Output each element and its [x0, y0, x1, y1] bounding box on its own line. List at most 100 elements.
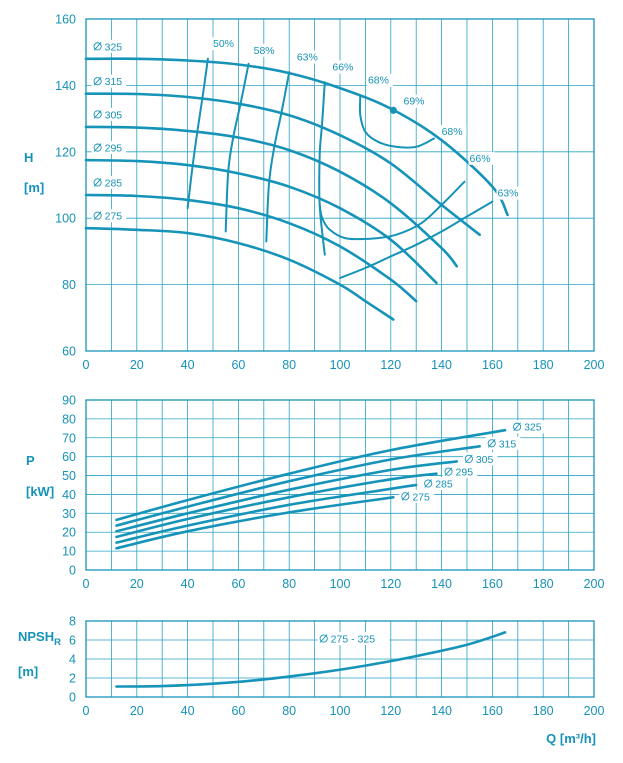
y-tick-label: 90: [62, 394, 76, 408]
series-curve: [84, 125, 459, 268]
series-curve: [84, 226, 395, 321]
diameter-icon: [93, 76, 102, 86]
series-curve: [115, 428, 507, 522]
y-tick-label: 80: [62, 278, 76, 292]
x-tick-label: 0: [83, 704, 90, 718]
y-axis-label-subscript: R: [54, 637, 61, 648]
chart-panel-npsh: 0 20 40 60 80 100 120 140 160 180 200 0 2 4 6 8 NPSHR [m]…: [18, 615, 604, 747]
diameter-icon: [93, 211, 102, 220]
x-tick-label: 120: [380, 358, 401, 372]
series-curve: [115, 496, 395, 550]
diameter-icon: [487, 438, 496, 448]
chart-panel-head: 0 20 40 60 80 100 120 140 160 180 200 60 80 100 120 140…: [24, 13, 604, 373]
curve-label: 305: [476, 454, 494, 466]
curve-label: 285: [435, 479, 453, 491]
curve-label: 295: [105, 143, 123, 155]
efficiency-label: 50%: [213, 38, 234, 50]
efficiency-label-bg: [496, 186, 523, 200]
y-tick-label: 10: [62, 545, 76, 559]
curve-label-bg: [317, 632, 390, 645]
efficiency-label-bg: [295, 50, 322, 64]
efficiency-line: [265, 71, 291, 243]
y-axis-unit: [m]: [18, 664, 38, 679]
efficiency-percent-labels: 50% 58% 63% 66% 68% 69% 68% 66% 63%: [212, 37, 523, 200]
curve-label: 275 - 325: [331, 634, 376, 646]
efficiency-label: 58%: [254, 45, 275, 57]
efficiency-label: 66%: [470, 153, 491, 165]
x-tick-label: 140: [431, 358, 452, 372]
y-tick-label: 0: [69, 691, 76, 705]
curve-label: 315: [105, 76, 123, 88]
y-axis-label: H: [24, 150, 33, 165]
y-tick-label: 30: [62, 507, 76, 521]
y-tick-label: 40: [62, 488, 76, 502]
diameter-icon: [444, 467, 453, 476]
efficiency-label-bg: [366, 73, 393, 87]
best-efficiency-point: [389, 106, 397, 114]
y-tick-label: 6: [69, 634, 76, 648]
x-tick-label: 80: [282, 358, 296, 372]
x-tick-label: 200: [584, 358, 605, 372]
efficiency-label: 63%: [497, 188, 518, 200]
y-tick-label: 8: [69, 615, 76, 629]
diameter-icon: [464, 454, 473, 464]
x-tick-label: 80: [282, 577, 296, 591]
x-tick-label: 20: [130, 704, 144, 718]
y-tick-label: 140: [55, 79, 76, 93]
x-tick-label: 20: [130, 577, 144, 591]
x-tick-label: 80: [282, 704, 296, 718]
series-curves: [84, 57, 509, 321]
x-tick-label: 200: [584, 577, 605, 591]
series-curves: [115, 631, 507, 688]
y-axis-label: P: [26, 453, 35, 468]
x-tick-label: 40: [181, 577, 195, 591]
chart-panel-power: 0 20 40 60 80 100 120 140 160 180 200 0 10 20 30 40 50 60…: [26, 394, 604, 592]
series-curves: [115, 428, 507, 550]
x-tick-label: 20: [130, 358, 144, 372]
efficiency-label-bg: [212, 37, 238, 51]
x-tick-label: 100: [330, 577, 351, 591]
series-curve: [115, 631, 507, 688]
efficiency-label: 68%: [368, 75, 389, 87]
diameter-icon: [93, 143, 102, 152]
x-tick-label: 100: [330, 704, 351, 718]
x-tick-label: 40: [181, 358, 195, 372]
curve-label: 275: [105, 211, 123, 223]
efficiency-line: [186, 57, 209, 210]
y-axis-label: NPSHR: [18, 629, 61, 648]
x-tick-label: 180: [533, 704, 554, 718]
x-tick-label: 0: [83, 358, 90, 372]
x-tick-label: 40: [181, 704, 195, 718]
series-curve: [84, 158, 438, 285]
curve-label: 325: [524, 422, 542, 434]
x-tick-label: 60: [231, 358, 245, 372]
diameter-icon: [424, 479, 433, 488]
x-tick-label: 160: [482, 577, 503, 591]
efficiency-line: [318, 180, 466, 241]
y-tick-label: 160: [55, 13, 76, 27]
series-curve: [84, 57, 509, 217]
efficiency-label: 69%: [404, 96, 425, 108]
y-tick-label: 50: [62, 469, 76, 483]
y-tick-label: 2: [69, 672, 76, 686]
efficiency-label: 68%: [442, 126, 463, 138]
x-tick-label: 140: [431, 577, 452, 591]
curve-label: 285: [105, 177, 123, 189]
curve-label: 295: [456, 467, 474, 479]
x-tick-label: 120: [380, 577, 401, 591]
efficiency-line: [318, 81, 326, 256]
curve-label: 275: [412, 491, 430, 503]
efficiency-label-bg: [252, 43, 279, 57]
efficiency-label-bg: [468, 151, 495, 165]
y-tick-label: 60: [62, 345, 76, 359]
diameter-icon: [93, 178, 102, 187]
y-tick-label: 100: [55, 212, 76, 226]
x-tick-label: 120: [380, 704, 401, 718]
series-curve: [84, 92, 481, 237]
x-tick-label: 180: [533, 577, 554, 591]
series-curve: [115, 445, 481, 527]
x-axis-label: Q [m³/h]: [546, 731, 596, 746]
